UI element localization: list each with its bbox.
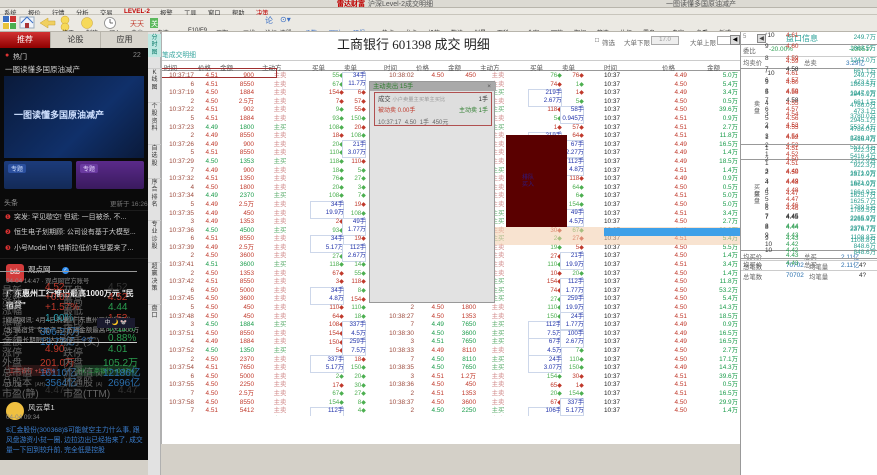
svg-text:关: 关 [151,19,158,28]
svg-text:天: 天 [137,20,144,28]
svg-text:天: 天 [130,20,137,28]
